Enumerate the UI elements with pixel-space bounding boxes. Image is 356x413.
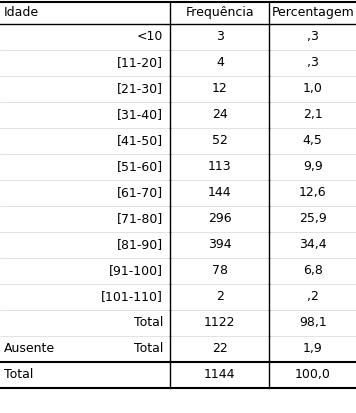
Text: Frequência: Frequência (185, 6, 254, 19)
Text: ,3: ,3 (307, 30, 319, 43)
Text: [91-100]: [91-100] (109, 264, 163, 277)
Text: 1144: 1144 (204, 368, 236, 381)
Text: ,3: ,3 (307, 56, 319, 69)
Text: 25,9: 25,9 (299, 212, 326, 225)
Text: 78: 78 (212, 264, 228, 277)
Text: 4,5: 4,5 (303, 134, 323, 147)
Text: 24: 24 (212, 108, 228, 121)
Text: 98,1: 98,1 (299, 316, 326, 329)
Text: [81-90]: [81-90] (117, 238, 163, 251)
Text: 1,9: 1,9 (303, 342, 323, 355)
Text: 100,0: 100,0 (295, 368, 331, 381)
Text: ,2: ,2 (307, 290, 319, 303)
Text: 52: 52 (212, 134, 228, 147)
Text: [51-60]: [51-60] (117, 160, 163, 173)
Text: 1,0: 1,0 (303, 82, 323, 95)
Text: 4: 4 (216, 56, 224, 69)
Text: 296: 296 (208, 212, 232, 225)
Text: 113: 113 (208, 160, 232, 173)
Text: 34,4: 34,4 (299, 238, 326, 251)
Text: Total: Total (4, 368, 33, 381)
Text: 12: 12 (212, 82, 228, 95)
Text: Percentagem: Percentagem (271, 6, 354, 19)
Text: 22: 22 (212, 342, 228, 355)
Text: [71-80]: [71-80] (117, 212, 163, 225)
Text: [11-20]: [11-20] (117, 56, 163, 69)
Text: [41-50]: [41-50] (117, 134, 163, 147)
Text: [101-110]: [101-110] (101, 290, 163, 303)
Text: [21-30]: [21-30] (117, 82, 163, 95)
Text: 2: 2 (216, 290, 224, 303)
Text: Idade: Idade (4, 6, 39, 19)
Text: [31-40]: [31-40] (117, 108, 163, 121)
Text: 1122: 1122 (204, 316, 236, 329)
Text: <10: <10 (137, 30, 163, 43)
Text: 394: 394 (208, 238, 232, 251)
Text: 9,9: 9,9 (303, 160, 323, 173)
Text: Ausente: Ausente (4, 342, 55, 355)
Text: Total: Total (134, 316, 163, 329)
Text: 12,6: 12,6 (299, 186, 326, 199)
Text: Total: Total (134, 342, 163, 355)
Text: 2,1: 2,1 (303, 108, 323, 121)
Text: 6,8: 6,8 (303, 264, 323, 277)
Text: 3: 3 (216, 30, 224, 43)
Text: [61-70]: [61-70] (117, 186, 163, 199)
Text: 144: 144 (208, 186, 232, 199)
